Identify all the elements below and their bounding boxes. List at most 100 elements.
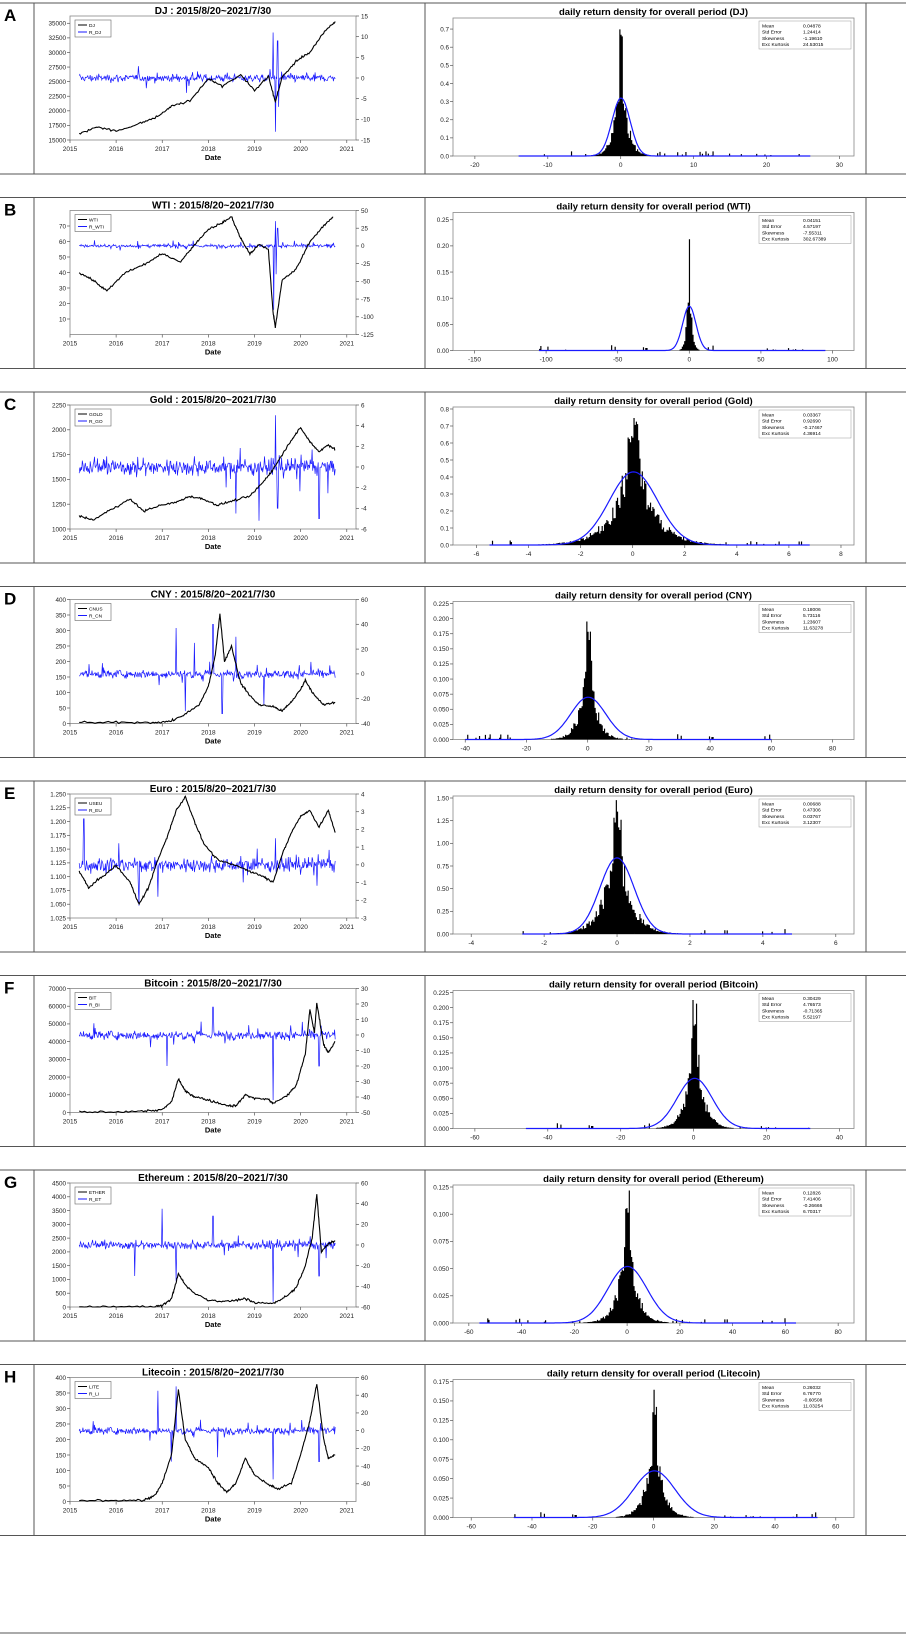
- panel-row-h: H Litecoin : 2015/8/20~2021/7/30 2015 2016 2…: [0, 1364, 906, 1536]
- y-right-tick-label: 50: [361, 208, 369, 215]
- y-left-tick-label: 200: [55, 1437, 66, 1444]
- y-right-tick-label: 20: [361, 1410, 369, 1417]
- y-right-tick-label: -40: [361, 1284, 371, 1291]
- y-right-tick-label: -60: [361, 1304, 371, 1311]
- y-tick-label: 0.200: [433, 616, 449, 623]
- x-tick-label: 2015: [63, 146, 78, 153]
- legend-label: R_ET: [89, 1197, 101, 1203]
- x-tick-label: -40: [543, 1135, 553, 1142]
- y-tick-label: 0.150: [433, 1035, 449, 1042]
- y-right-tick-label: -5: [361, 96, 367, 103]
- x-tick-label: 0: [625, 1329, 629, 1336]
- x-tick-label: 2018: [201, 924, 216, 931]
- x-tick-label: 2020: [293, 1313, 308, 1320]
- y-left-tick-label: 20: [59, 301, 67, 308]
- stats-value: 11.63278: [803, 626, 823, 632]
- y-left-tick-label: 1750: [52, 452, 67, 459]
- x-tick-label: 2021: [340, 341, 355, 348]
- y-right-tick-label: 60: [361, 1375, 369, 1382]
- stats-value: -0.60508: [803, 1397, 823, 1403]
- x-tick-label: 2020: [293, 1508, 308, 1515]
- x-tick-label: 20: [676, 1329, 684, 1336]
- legend-label: BIT: [89, 996, 97, 1002]
- y-left-tick-label: 17500: [48, 123, 66, 130]
- y-right-tick-label: 4: [361, 791, 365, 798]
- y-right-tick-label: -20: [361, 696, 371, 703]
- stats-value: -0.71365: [803, 1008, 823, 1014]
- y-tick-label: 0.050: [433, 1266, 449, 1273]
- x-tick-label: 2019: [247, 924, 262, 931]
- y-tick-label: 0.000: [433, 737, 449, 744]
- x-tick-label: 2020: [293, 1119, 308, 1126]
- x-tick-label: 2016: [109, 1313, 124, 1320]
- x-tick-label: -60: [467, 1524, 477, 1531]
- x-tick-label: 2021: [340, 1119, 355, 1126]
- y-left-tick-label: 0: [62, 1304, 66, 1311]
- y-tick-label: 0.025: [433, 1111, 449, 1118]
- normal-density-curve: [479, 1265, 796, 1324]
- stats-box: [758, 409, 852, 439]
- panel-letter: D: [4, 590, 16, 609]
- y-left-tick-label: 70000: [48, 986, 66, 993]
- stats-value: 302.67389: [803, 237, 826, 243]
- price-series-line: [78, 795, 336, 906]
- y-tick-label: 0.1: [440, 525, 449, 532]
- timeseries-title: Ethereum : 2015/8/20~2021/7/30: [138, 1173, 288, 1184]
- y-right-tick-label: 4: [361, 423, 365, 430]
- price-series-line: [79, 1384, 336, 1503]
- y-left-tick-label: 1000: [52, 1277, 67, 1284]
- x-tick-label: -100: [540, 357, 553, 364]
- y-right-tick-label: -10: [361, 117, 371, 124]
- legend-box: [74, 214, 112, 232]
- x-tick-label: -50: [613, 357, 623, 364]
- legend-label: WTI: [89, 218, 98, 224]
- y-tick-label: 0.125: [433, 1184, 449, 1191]
- stats-value: -7.55311: [803, 230, 822, 236]
- price-series-line: [79, 1194, 336, 1309]
- y-tick-label: 0.6: [440, 45, 449, 52]
- x-axis-label: Date: [205, 737, 221, 746]
- y-left-tick-label: 0: [62, 1110, 66, 1117]
- y-left-tick-label: 4500: [52, 1180, 67, 1187]
- y-left-tick-label: 250: [55, 643, 66, 650]
- x-tick-label: 60: [782, 1329, 790, 1336]
- histogram-chart: daily return density for overall period …: [433, 1174, 855, 1336]
- y-right-tick-label: 0: [361, 862, 365, 869]
- stats-label: Exc Kurtosis: [762, 626, 790, 632]
- y-right-tick-label: -40: [361, 1463, 371, 1470]
- stats-value: 0.03367: [803, 413, 821, 419]
- return-series-line: [79, 221, 336, 310]
- x-tick-label: 2020: [293, 535, 308, 542]
- x-tick-label: 2018: [201, 730, 216, 737]
- x-tick-label: -150: [468, 357, 481, 364]
- y-left-tick-label: 50: [59, 1483, 67, 1490]
- price-series-line: [79, 613, 336, 725]
- stats-value: 6.70317: [803, 1209, 821, 1215]
- x-tick-label: 2021: [340, 535, 355, 542]
- stats-label: Std Error: [762, 1002, 782, 1008]
- x-tick-label: 2017: [155, 730, 170, 737]
- return-series-line: [78, 415, 336, 521]
- y-right-tick-label: 0: [361, 1032, 365, 1039]
- stats-value: 1.23607: [803, 619, 821, 625]
- histogram-title: daily return density for overall period …: [554, 396, 752, 407]
- stats-value: 0.00688: [803, 802, 821, 808]
- legend-box: [74, 1381, 112, 1399]
- y-tick-label: 0.75: [437, 863, 450, 870]
- y-tick-label: 0.075: [433, 1457, 449, 1464]
- stats-label: Mean: [762, 413, 775, 419]
- stats-value: -0.26666: [803, 1203, 823, 1209]
- stats-label: Std Error: [762, 613, 782, 619]
- y-tick-label: 0.00: [437, 931, 450, 938]
- stats-value: 0.47306: [803, 808, 821, 814]
- stats-value: 1.24414: [803, 30, 821, 36]
- y-left-tick-label: 200: [55, 659, 66, 666]
- y-left-tick-label: 10000: [48, 1092, 66, 1099]
- x-tick-label: 2018: [201, 535, 216, 542]
- legend-label: R_CN: [89, 614, 103, 620]
- stats-value: 3.12307: [803, 820, 821, 826]
- y-left-tick-label: 50000: [48, 1021, 66, 1028]
- legend-label: R_GO: [89, 419, 103, 425]
- y-tick-label: 0.7: [440, 26, 449, 33]
